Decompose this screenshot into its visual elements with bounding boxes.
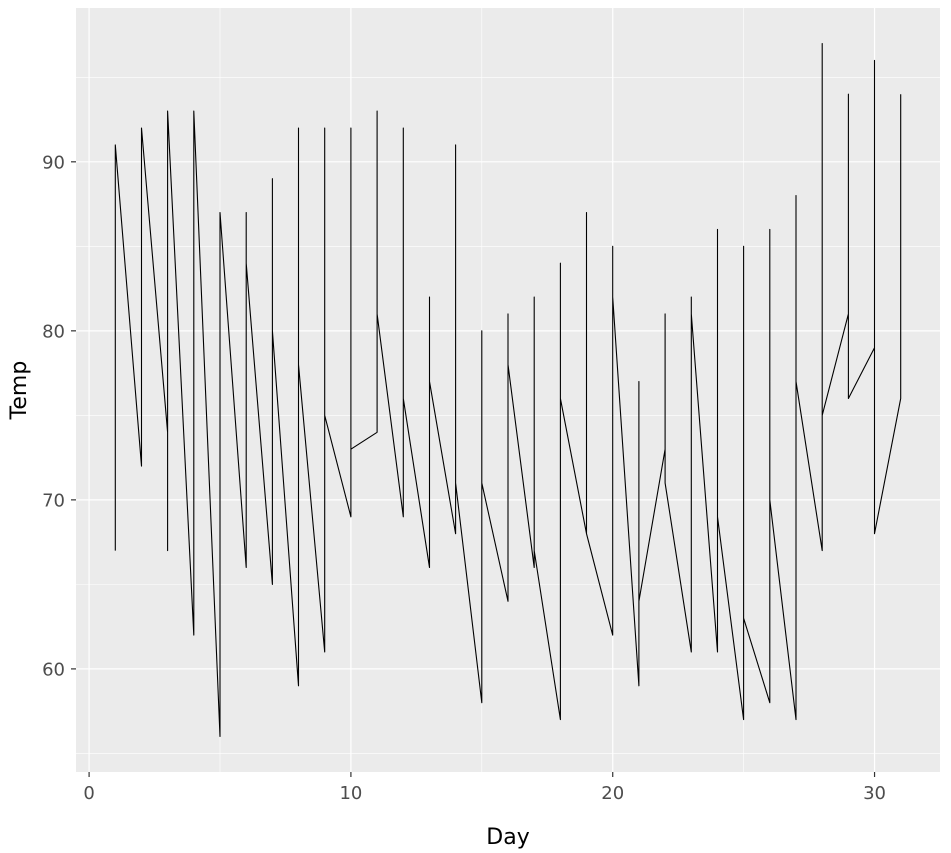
- y-tick-label: 80: [42, 321, 65, 342]
- x-axis-title: Day: [486, 825, 529, 850]
- x-tick-label: 10: [339, 783, 362, 804]
- temp-line-series: [114, 42, 902, 738]
- y-axis-title: Temp: [7, 361, 32, 421]
- y-tick-label: 70: [42, 490, 65, 511]
- y-tick-label: 90: [42, 152, 65, 173]
- temp-line: [114, 42, 902, 738]
- x-tick-label: 30: [863, 783, 886, 804]
- x-tick-label: 0: [83, 783, 94, 804]
- axis-tick-labels: 0 10 20 30 60 70 80 90: [42, 152, 886, 804]
- x-tick-label: 20: [601, 783, 624, 804]
- y-tick-label: 60: [42, 659, 65, 680]
- axis-ticks: [71, 161, 876, 777]
